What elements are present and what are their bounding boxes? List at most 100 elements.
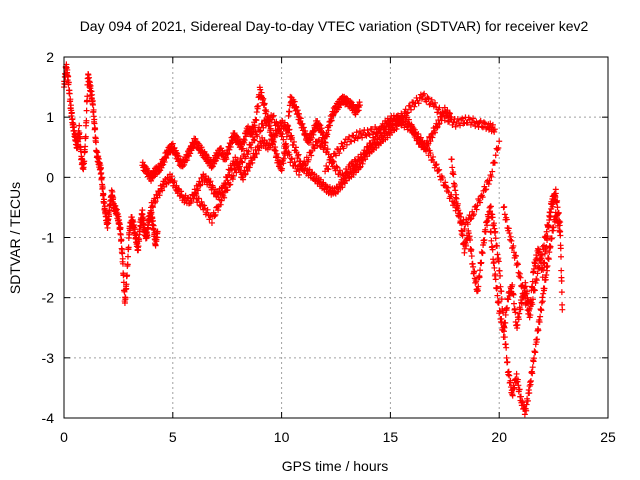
data-point: [420, 140, 427, 147]
data-point: [491, 159, 498, 166]
data-point: [145, 224, 152, 231]
data-point: [235, 164, 242, 171]
data-point: [558, 278, 565, 285]
data-point: [83, 107, 90, 114]
data-point: [246, 164, 253, 171]
data-point: [368, 144, 375, 151]
x-tick-label: 20: [491, 429, 507, 445]
data-point: [76, 122, 83, 129]
data-point: [529, 364, 536, 371]
data-point: [481, 236, 488, 243]
data-point: [476, 274, 483, 281]
data-point: [539, 274, 546, 281]
data-point: [356, 128, 363, 135]
data-point: [254, 133, 261, 140]
data-point: [298, 165, 305, 172]
data-point: [259, 120, 266, 127]
data-point: [115, 213, 122, 220]
data-point: [187, 150, 194, 157]
data-point: [461, 245, 468, 252]
data-point: [198, 198, 205, 205]
data-point: [284, 122, 291, 129]
data-point: [113, 206, 120, 213]
data-point: [495, 145, 502, 152]
data-point: [257, 86, 264, 93]
data-point: [253, 117, 260, 124]
data-point: [428, 130, 435, 137]
data-point: [288, 155, 295, 162]
data-point: [495, 299, 502, 306]
data-point: [527, 312, 534, 319]
data-point: [549, 203, 556, 210]
data-point: [297, 115, 304, 122]
data-point: [261, 100, 268, 107]
data-point: [324, 146, 331, 153]
data-point: [81, 158, 88, 165]
data-point: [215, 207, 222, 214]
data-point: [490, 259, 497, 266]
data-point: [439, 109, 446, 116]
data-point: [552, 192, 559, 199]
data-point: [274, 121, 281, 128]
data-point: [373, 144, 380, 151]
data-point: [397, 118, 404, 125]
data-point: [452, 123, 459, 130]
data-point: [208, 219, 215, 226]
data-point: [468, 253, 475, 260]
data-point: [159, 187, 166, 194]
data-point: [328, 117, 335, 124]
data-point: [544, 262, 551, 269]
data-point: [424, 94, 431, 101]
data-point: [168, 173, 175, 180]
data-point: [435, 167, 442, 174]
data-point: [366, 131, 373, 138]
data-point: [204, 206, 211, 213]
data-point: [514, 321, 521, 328]
data-point: [332, 189, 339, 196]
data-point: [473, 278, 480, 285]
data-point: [486, 177, 493, 184]
data-point: [487, 203, 494, 210]
data-point: [541, 234, 548, 241]
data-point: [519, 282, 526, 289]
data-point: [336, 104, 343, 111]
data-point: [140, 214, 147, 221]
data-point: [324, 165, 331, 172]
data-point: [309, 134, 316, 141]
data-point: [558, 267, 565, 274]
data-point: [529, 370, 536, 377]
data-point: [405, 122, 412, 129]
data-point: [453, 195, 460, 202]
data-point: [411, 126, 418, 133]
data-point: [97, 164, 104, 171]
data-point: [185, 153, 192, 160]
data-point: [69, 115, 76, 122]
data-point: [197, 182, 203, 189]
data-point: [239, 159, 246, 166]
data-point: [323, 162, 330, 169]
data-point: [305, 156, 312, 163]
data-point: [74, 142, 81, 149]
data-point: [188, 145, 195, 152]
data-point: [255, 103, 262, 110]
data-point: [178, 188, 185, 195]
x-tick-label: 10: [274, 429, 290, 445]
data-point: [340, 145, 347, 152]
data-point: [192, 135, 199, 142]
data-point: [492, 271, 499, 278]
data-point: [522, 295, 529, 302]
data-point: [211, 213, 218, 220]
data-point: [171, 178, 178, 185]
data-point: [417, 134, 424, 141]
data-point: [421, 139, 428, 146]
data-point: [427, 138, 434, 145]
data-point: [545, 222, 552, 229]
data-point: [365, 146, 372, 153]
data-point: [331, 109, 338, 116]
data-point: [137, 223, 144, 230]
data-point: [541, 242, 548, 249]
data-point: [426, 101, 433, 108]
data-point: [489, 214, 496, 221]
data-point: [242, 171, 249, 178]
data-point: [541, 259, 548, 266]
